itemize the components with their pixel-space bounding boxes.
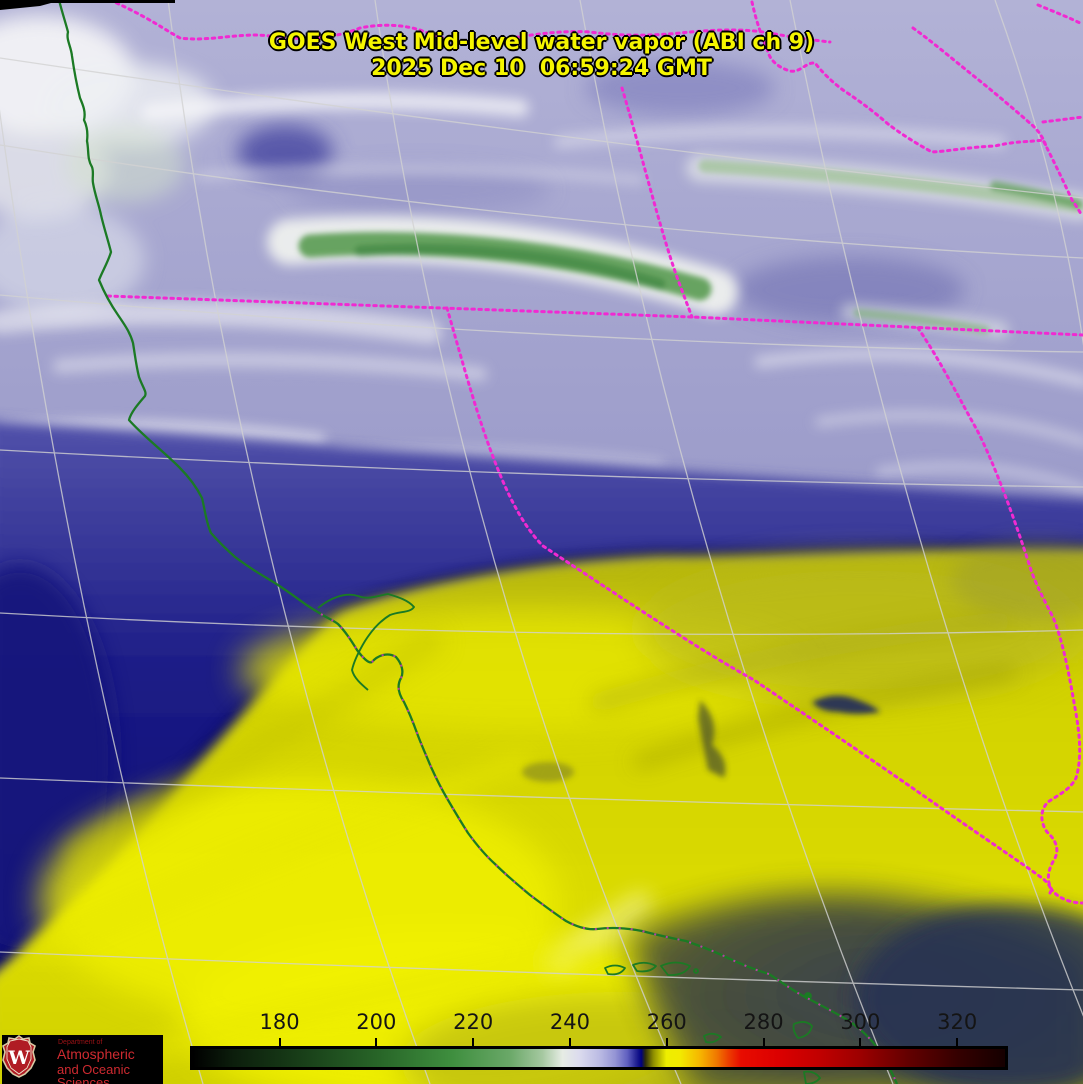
colorbar-tick <box>472 1038 475 1046</box>
colorbar-tick <box>568 1038 571 1046</box>
colorbar-tick <box>859 1038 862 1046</box>
crest-w-letter: W <box>7 1047 30 1069</box>
logo-dept-line: Department of <box>58 1039 103 1046</box>
colorbar-tick <box>375 1038 378 1046</box>
border-42n <box>106 294 1083 337</box>
uw-crest: W <box>2 1035 36 1078</box>
border-nv-ut-az <box>916 326 1083 905</box>
colorbar-tick <box>956 1038 959 1046</box>
scan-edge <box>0 0 175 10</box>
coastline <box>57 0 899 1084</box>
colorbar-tick-label: 220 <box>453 1010 494 1034</box>
colorbar-tick-label: 260 <box>646 1010 687 1034</box>
uw-aos-logo: W Department of Atmospheric and Oceanic … <box>2 1035 163 1084</box>
channel-islands <box>604 961 821 1084</box>
border-id-descent <box>911 26 1048 148</box>
colorbar-tick-label: 320 <box>937 1010 978 1034</box>
cold-cloud-band <box>267 154 1083 339</box>
colorbar-gradient <box>190 1046 1008 1070</box>
colorbar-tick <box>762 1038 765 1046</box>
colorbar-tick <box>278 1038 281 1046</box>
logo-name-line1: Atmospheric <box>57 1046 135 1062</box>
san-francisco-bay <box>317 593 415 691</box>
border-or-id <box>620 86 694 319</box>
border-ca-nv <box>445 306 1053 895</box>
logo-name-line2: and Oceanic Sciences <box>57 1062 130 1084</box>
colorbar-tick-label: 180 <box>259 1010 300 1034</box>
colorbar-tick-label: 280 <box>743 1010 784 1034</box>
dry-yellow-region <box>0 540 1083 1084</box>
colorbar-tick-label: 240 <box>549 1010 590 1034</box>
colorbar-tick-label: 200 <box>356 1010 397 1034</box>
colorbar-tick <box>665 1038 668 1046</box>
border-snake-river <box>750 0 1083 218</box>
border-corner-ne <box>1036 3 1083 26</box>
logo-text: Department of Atmospheric and Oceanic Sc… <box>57 1037 163 1084</box>
border-spur-east <box>1041 115 1083 124</box>
colorbar-tick-label: 300 <box>840 1010 881 1034</box>
border-or-wa <box>108 0 832 44</box>
state-borders <box>106 0 1083 905</box>
